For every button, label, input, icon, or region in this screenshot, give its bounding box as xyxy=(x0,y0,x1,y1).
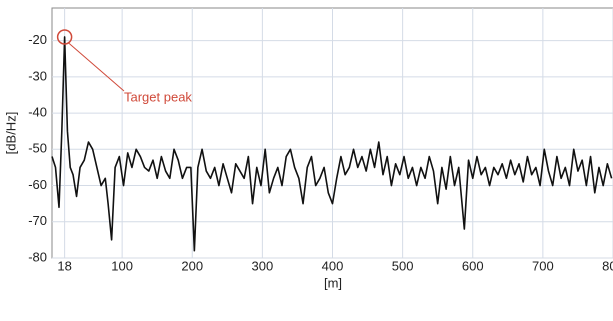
x-tick-label: 200 xyxy=(181,258,203,273)
x-tick-label: 18 xyxy=(57,258,71,273)
y-tick-label: -20 xyxy=(28,32,47,47)
x-tick-label: 700 xyxy=(532,258,554,273)
x-tick-label: 300 xyxy=(252,258,274,273)
y-tick-label: -50 xyxy=(28,141,47,156)
y-tick-label: -70 xyxy=(28,213,47,228)
y-tick-label: -60 xyxy=(28,177,47,192)
x-axis-label: [m] xyxy=(324,275,342,290)
x-tick-label: 600 xyxy=(462,258,484,273)
y-tick-label: -40 xyxy=(28,105,47,120)
x-tick-label: 800 xyxy=(602,258,613,273)
annotation-arrow xyxy=(68,42,125,92)
data-line xyxy=(51,36,613,252)
annotation: Target peak xyxy=(124,89,192,104)
x-tick-label: 500 xyxy=(392,258,414,273)
peak-marker xyxy=(56,29,73,45)
y-axis-label: [dB/Hz] xyxy=(3,112,18,155)
y-tick-label: -30 xyxy=(28,68,47,83)
y-tick-label: -80 xyxy=(28,249,47,264)
x-tick-label: 100 xyxy=(111,258,133,273)
x-tick-label: 400 xyxy=(322,258,344,273)
